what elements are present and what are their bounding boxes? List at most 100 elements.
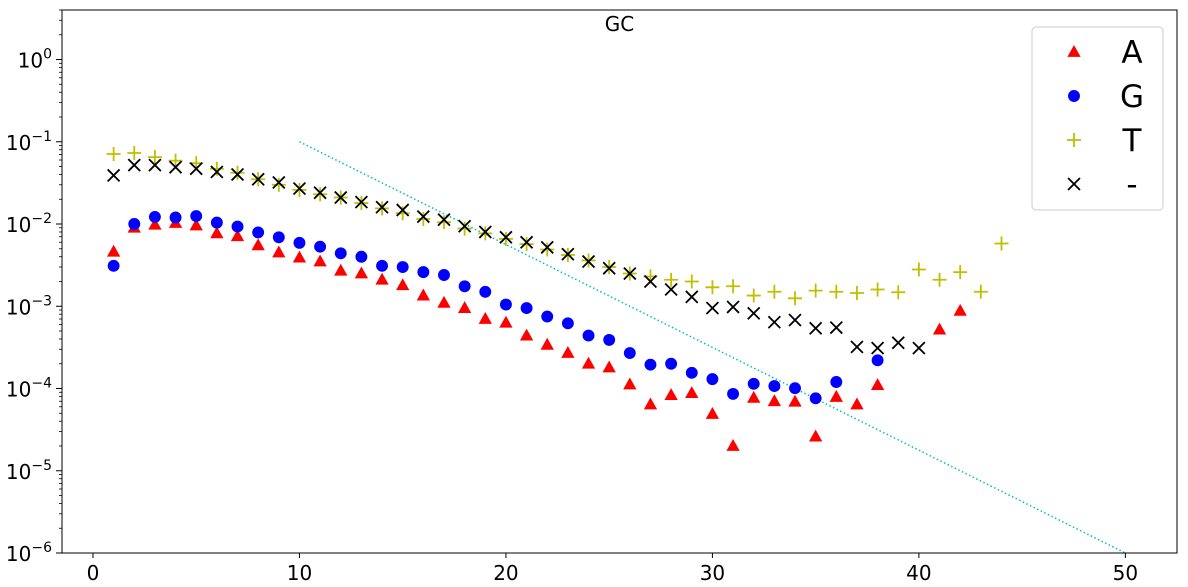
data-point bbox=[664, 272, 679, 287]
data-point bbox=[313, 254, 327, 267]
data-point bbox=[334, 263, 348, 276]
data-point bbox=[664, 282, 678, 297]
data-point bbox=[499, 230, 513, 244]
legend-label: A bbox=[1121, 35, 1142, 71]
data-point bbox=[685, 366, 698, 379]
data-point bbox=[292, 250, 307, 263]
data-point bbox=[106, 146, 121, 161]
data-point bbox=[354, 266, 369, 279]
legend-marker bbox=[1068, 90, 1080, 102]
data-point bbox=[520, 302, 533, 315]
data-point bbox=[499, 298, 512, 311]
data-point bbox=[561, 346, 575, 358]
data-point bbox=[870, 378, 885, 391]
legend-marker bbox=[1067, 133, 1081, 147]
data-point bbox=[644, 358, 657, 371]
data-point bbox=[602, 360, 616, 373]
data-point bbox=[168, 160, 183, 174]
data-point bbox=[147, 150, 162, 165]
x-tick-label: 50 bbox=[1113, 561, 1138, 585]
legend-label: - bbox=[1126, 167, 1137, 203]
data-point bbox=[665, 357, 678, 370]
data-point bbox=[230, 167, 245, 182]
data-point bbox=[313, 186, 327, 200]
data-point bbox=[540, 337, 554, 350]
data-point bbox=[458, 219, 472, 233]
data-point bbox=[623, 266, 637, 281]
axes: 0 10 20 30 40 50 100 10−1 10−2 10−3 10−4 10−5 10−6 bbox=[6, 9, 1178, 585]
data-point bbox=[581, 356, 596, 369]
data-point bbox=[684, 274, 699, 289]
data-point bbox=[230, 229, 245, 242]
data-point bbox=[540, 240, 554, 254]
data-point bbox=[911, 262, 926, 277]
legend-marker bbox=[1067, 177, 1081, 191]
data-point bbox=[395, 206, 410, 221]
data-point bbox=[396, 278, 410, 291]
data-point bbox=[252, 226, 265, 239]
data-point bbox=[478, 311, 492, 324]
x-tick-label: 40 bbox=[906, 561, 931, 585]
data-point bbox=[643, 274, 658, 289]
data-point bbox=[314, 240, 327, 253]
data-point bbox=[272, 231, 285, 244]
data-point bbox=[189, 218, 203, 231]
data-point bbox=[891, 336, 905, 350]
data-point bbox=[231, 220, 244, 233]
series-2 bbox=[107, 210, 884, 405]
data-point bbox=[540, 242, 555, 257]
data-point bbox=[376, 259, 388, 272]
data-point bbox=[705, 280, 720, 295]
data-point bbox=[375, 200, 389, 214]
data-point bbox=[396, 203, 410, 217]
data-point bbox=[251, 172, 265, 186]
data-point bbox=[106, 244, 121, 257]
data-point bbox=[127, 158, 141, 172]
data-point bbox=[436, 215, 451, 230]
data-point bbox=[912, 341, 926, 355]
data-point bbox=[789, 382, 801, 395]
axes-frame bbox=[61, 9, 1178, 554]
data-point bbox=[209, 161, 224, 176]
data-point bbox=[829, 321, 843, 335]
y-tick-label: 10−3 bbox=[6, 293, 52, 319]
data-point bbox=[498, 231, 513, 246]
data-point bbox=[726, 438, 740, 451]
data-point bbox=[871, 354, 884, 367]
data-point bbox=[829, 284, 844, 299]
data-point bbox=[973, 284, 988, 299]
data-point bbox=[437, 295, 451, 308]
data-point bbox=[891, 285, 906, 300]
y-tick-label: 10−1 bbox=[6, 129, 52, 155]
data-point bbox=[726, 300, 740, 314]
data-point bbox=[829, 389, 843, 402]
data-point bbox=[107, 168, 121, 182]
data-point bbox=[767, 284, 782, 299]
data-point bbox=[127, 146, 142, 161]
data-point bbox=[726, 279, 741, 294]
data-point bbox=[375, 272, 389, 285]
data-point bbox=[168, 153, 183, 168]
y-tick-label: 100 bbox=[18, 47, 52, 73]
data-point bbox=[561, 317, 574, 330]
data-point bbox=[128, 218, 141, 230]
data-point bbox=[809, 392, 822, 405]
data-point bbox=[519, 235, 534, 249]
data-point bbox=[190, 210, 203, 222]
data-point bbox=[458, 280, 471, 293]
data-point bbox=[148, 158, 162, 172]
data-points-layer bbox=[106, 146, 1009, 451]
legend: AGT - bbox=[1031, 26, 1164, 211]
data-point bbox=[603, 333, 616, 346]
data-point bbox=[809, 321, 823, 335]
data-point bbox=[230, 165, 245, 180]
data-point bbox=[478, 225, 492, 239]
data-point bbox=[582, 329, 595, 342]
data-point bbox=[272, 245, 286, 258]
data-point bbox=[169, 211, 182, 224]
data-point bbox=[870, 282, 885, 297]
y-tick-label: 10−6 bbox=[6, 540, 52, 566]
data-point bbox=[747, 377, 760, 390]
data-point bbox=[292, 182, 307, 197]
reference-line bbox=[299, 141, 1126, 554]
